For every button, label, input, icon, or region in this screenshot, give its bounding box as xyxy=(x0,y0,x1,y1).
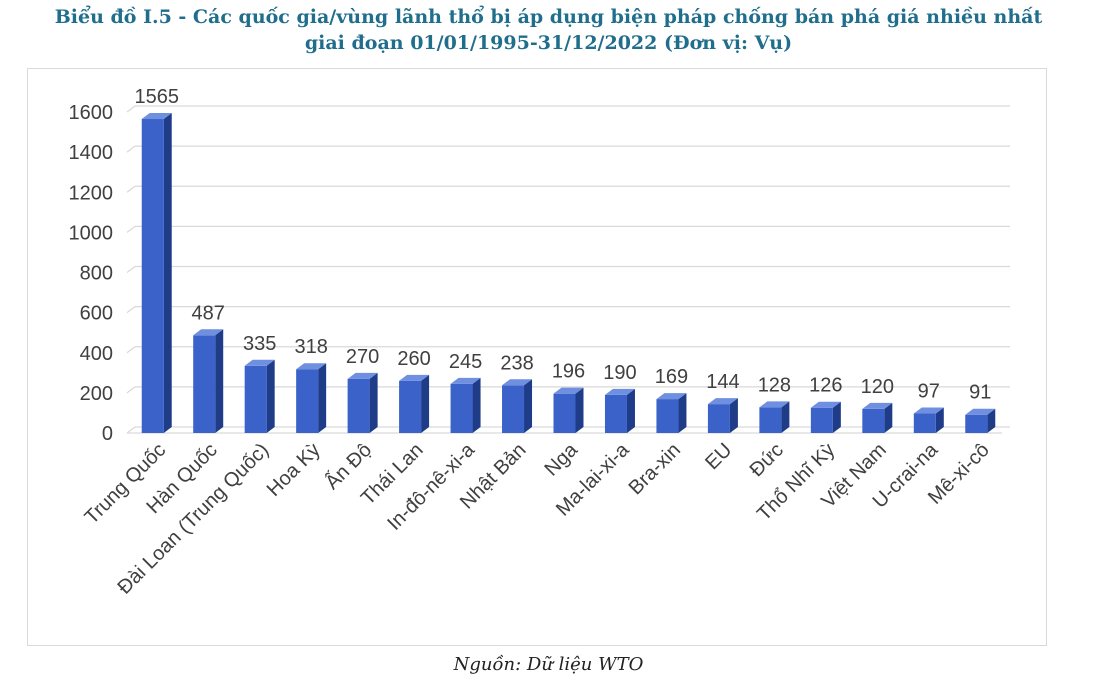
bar-side xyxy=(163,113,172,433)
bar-top xyxy=(965,408,996,415)
bar-side xyxy=(729,398,738,433)
bar xyxy=(244,365,267,433)
bar-side xyxy=(884,402,893,433)
bar xyxy=(913,413,936,433)
data-label: 190 xyxy=(603,362,636,384)
bar xyxy=(193,335,216,433)
category-label: Bra-xin xyxy=(625,439,685,499)
data-label: 196 xyxy=(552,361,585,383)
bar xyxy=(502,385,525,433)
bar xyxy=(399,380,422,433)
bar-top xyxy=(707,398,738,405)
bar xyxy=(707,404,730,433)
data-label: 128 xyxy=(758,374,791,396)
bar-side xyxy=(832,401,841,433)
data-label: 91 xyxy=(969,382,991,404)
bar-top xyxy=(862,402,893,409)
bar xyxy=(450,383,473,433)
bar-side xyxy=(575,387,584,433)
gridline-depth xyxy=(126,386,136,394)
gridline-depth xyxy=(126,426,136,434)
chart-title-line1: Biểu đồ I.5 - Các quốc gia/vùng lãnh thổ… xyxy=(54,6,1043,28)
bar xyxy=(862,408,885,433)
bar xyxy=(759,407,782,433)
y-tick-label: 1600 xyxy=(69,102,114,124)
y-tick-label: 1400 xyxy=(69,142,114,164)
gridline-depth xyxy=(126,145,136,153)
bar xyxy=(347,378,370,433)
gridline-depth xyxy=(126,185,136,193)
bar xyxy=(656,399,679,433)
bar-top xyxy=(553,387,584,394)
data-label: 245 xyxy=(449,351,482,373)
category-label: Hoa Kỳ xyxy=(263,439,325,501)
bar xyxy=(141,119,164,433)
data-label: 144 xyxy=(706,371,739,393)
chart-frame xyxy=(27,68,1047,646)
category-label: Nga xyxy=(541,438,583,480)
bar-top xyxy=(759,401,790,408)
bar-top xyxy=(244,359,275,366)
category-label: Đức xyxy=(746,439,788,481)
gridline-depth xyxy=(126,306,136,314)
data-label: 1565 xyxy=(134,86,179,108)
bar-top xyxy=(604,388,635,395)
bar-top xyxy=(450,377,481,384)
data-label: 487 xyxy=(192,302,225,324)
bar xyxy=(604,394,627,433)
bar xyxy=(296,369,319,433)
bar-top xyxy=(193,329,224,336)
bar-top xyxy=(141,113,172,120)
y-tick-label: 400 xyxy=(80,343,113,365)
y-tick-label: 800 xyxy=(80,263,113,285)
bar-side xyxy=(987,408,996,433)
bar xyxy=(553,393,576,433)
bar-side xyxy=(421,374,430,433)
bar-side xyxy=(781,401,790,433)
bar-side xyxy=(524,379,533,433)
y-tick-label: 1200 xyxy=(69,182,114,204)
data-label: 335 xyxy=(243,333,276,355)
bar-side xyxy=(678,393,687,433)
bar-side xyxy=(318,363,327,433)
bar xyxy=(965,414,988,433)
bar xyxy=(810,407,833,433)
bar-top xyxy=(656,393,687,400)
data-label: 169 xyxy=(655,366,688,388)
bar-side xyxy=(215,329,224,433)
bar-top xyxy=(913,407,944,414)
source-note: Nguồn: Dữ liệu WTO xyxy=(453,654,644,675)
y-tick-label: 0 xyxy=(102,423,113,445)
data-label: 260 xyxy=(397,348,430,370)
gridline-depth xyxy=(126,105,136,113)
chart-title: Biểu đồ I.5 - Các quốc gia/vùng lãnh thổ… xyxy=(0,4,1097,56)
bar-side xyxy=(626,388,635,433)
data-label: 238 xyxy=(500,352,533,374)
bar-side xyxy=(935,407,944,433)
bar-side xyxy=(266,359,275,433)
bar-top xyxy=(810,401,841,408)
data-label: 120 xyxy=(861,376,894,398)
gridline-depth xyxy=(126,225,136,233)
bar-top xyxy=(296,363,327,370)
y-tick-label: 1000 xyxy=(69,222,114,244)
data-label: 318 xyxy=(294,336,327,358)
y-tick-label: 600 xyxy=(80,303,113,325)
bar-side xyxy=(369,372,378,433)
bar-top xyxy=(399,374,430,381)
chart-title-line2: giai đoạn 01/01/1995-31/12/2022 (Đơn vị:… xyxy=(304,32,793,54)
bar-side xyxy=(472,377,481,433)
gridline-depth xyxy=(126,266,136,273)
data-label: 126 xyxy=(809,375,842,397)
data-label: 270 xyxy=(346,346,379,368)
y-tick-label: 200 xyxy=(80,383,113,405)
bar-top xyxy=(347,372,378,379)
gridline-depth xyxy=(126,346,136,354)
bar-top xyxy=(502,379,533,386)
data-label: 97 xyxy=(918,381,940,403)
category-label: EU xyxy=(701,439,736,474)
